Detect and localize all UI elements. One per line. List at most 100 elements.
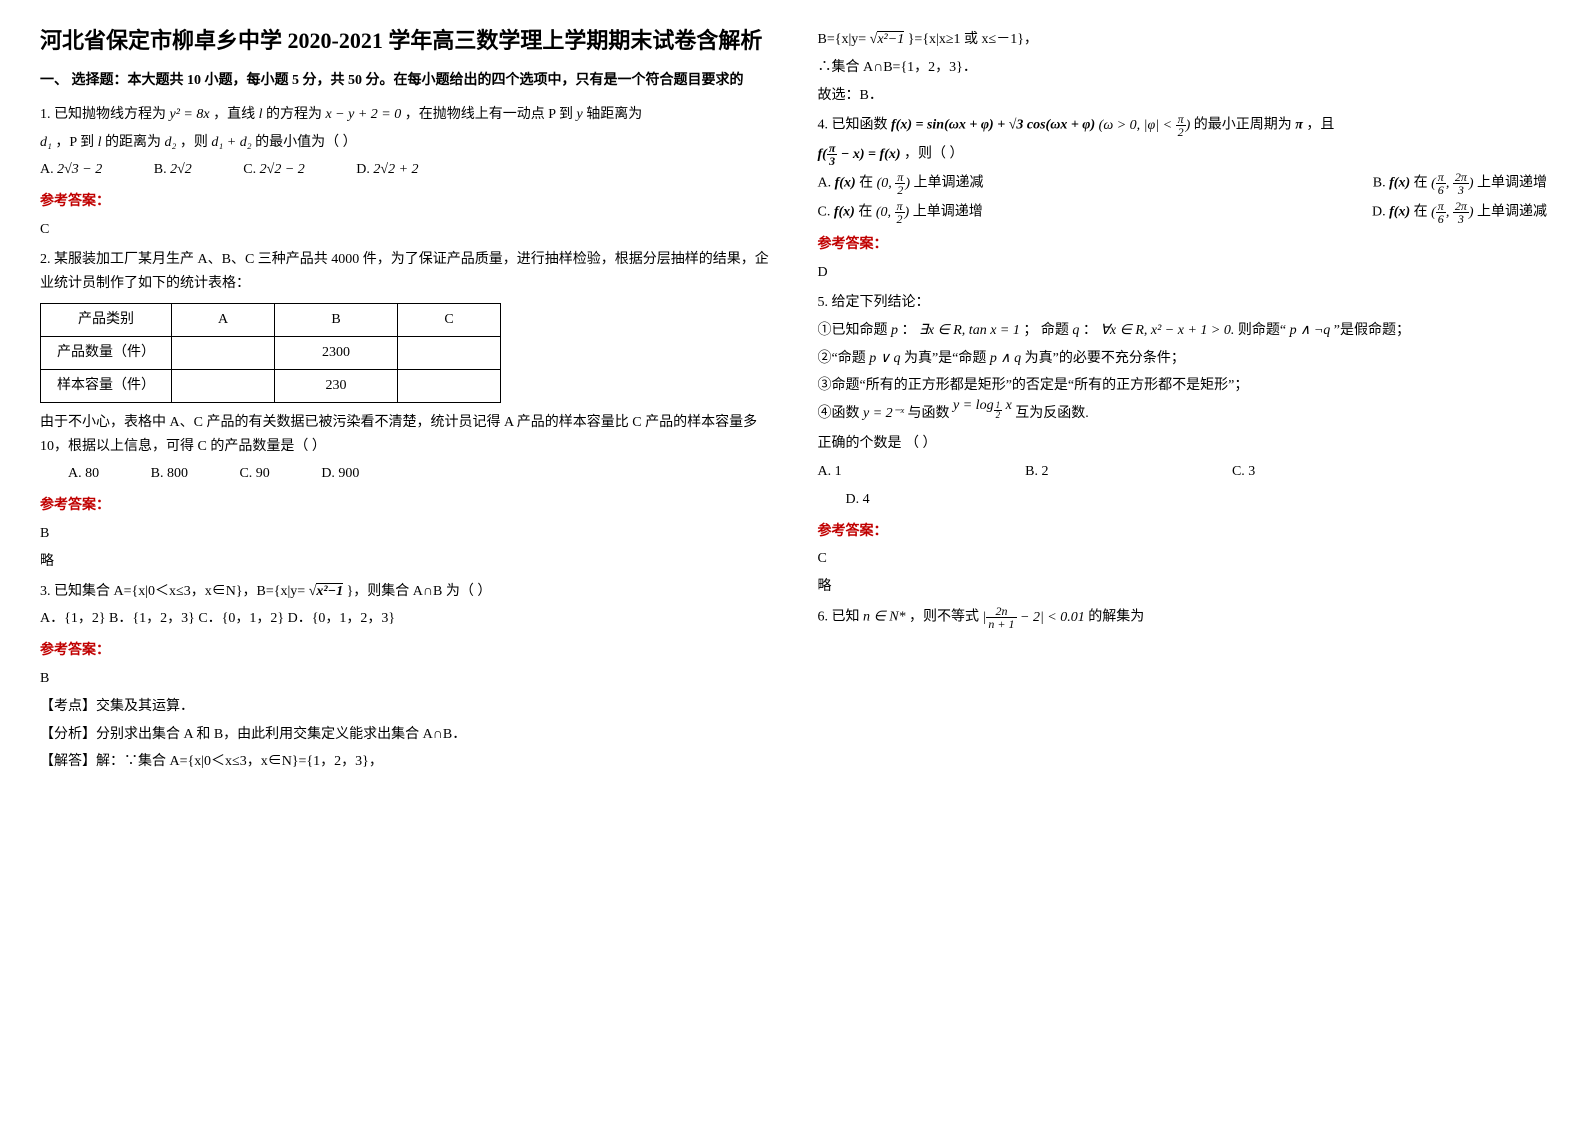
t-r1c1: 产品数量（件） <box>41 337 172 370</box>
q2-D: D. 900 <box>321 462 359 486</box>
q3-l1root: √x²−1 <box>870 31 905 47</box>
left-column: 河北省保定市柳卓乡中学 2020-2021 学年高三数学理上学期期末试卷含解析 … <box>40 24 770 780</box>
q1-B-label: B. <box>154 162 167 177</box>
q4-ans: D <box>818 261 1548 285</box>
q5s4a: ④函数 <box>818 406 860 421</box>
q2-ans: B <box>40 522 770 546</box>
q5s1a: ①已知命题 <box>818 323 888 338</box>
q5-ans-label: 参考答案： <box>818 520 1548 544</box>
q2-stem: 2. 某服装加工厂某月生产 A、B、C 三种产品共 4000 件，为了保证产品质… <box>40 248 770 296</box>
q4D-l: D. <box>1372 205 1386 220</box>
q2-ans-label: 参考答案： <box>40 494 770 518</box>
question-6: 6. 已知 n ∈ N* ，则不等式 |2nn + 1 − 2| < 0.01 … <box>818 605 1548 630</box>
q3-root: √x²−1 <box>309 583 343 599</box>
q1-sum: d₁ + d₂ <box>211 135 251 150</box>
q4B-int: (π6, 2π3) <box>1431 176 1473 191</box>
q1-l: l <box>259 107 263 122</box>
q4-d: ，则（ ） <box>904 147 964 162</box>
q1-stem-h: ，则 <box>180 135 208 150</box>
q4-c: ，且 <box>1306 118 1334 133</box>
q5s2pvq: p ∨ q <box>869 351 900 366</box>
question-5: 5. 给定下列结论： ①已知命题 p ： ∃x ∈ R, tan x = 1 ；… <box>818 291 1548 599</box>
q3-tag2: 【分析】分别求出集合 A 和 B，由此利用交集定义能求出集合 A∩B． <box>40 723 770 747</box>
question-3-cont: B={x|y= √x²−1 }={x|x≥1 或 x≤－1}， ∴集合 A∩B=… <box>818 28 1548 107</box>
q6c: 的解集为 <box>1088 610 1144 625</box>
q5s2b: 为真”是“命题 <box>904 351 986 366</box>
t-r2c4 <box>398 369 501 402</box>
q3-stem-b: }，则集合 A∩B 为（ ） <box>347 584 492 599</box>
q5s1eq2: ∀x ∈ R, x² − x + 1 > 0. <box>1100 323 1234 338</box>
q4A-fx: f(x) <box>835 176 856 191</box>
q4-pi: π <box>1295 118 1303 133</box>
q5s1f: ”是假命题； <box>1334 323 1410 338</box>
q5s1e: 则命题“ <box>1238 323 1286 338</box>
q5-stem: 5. 给定下列结论： <box>818 291 1548 315</box>
t-r1c3: 2300 <box>275 337 398 370</box>
q5s2paq: p ∧ q <box>990 351 1021 366</box>
q4A-int: (0, π2) <box>877 176 910 191</box>
t-r2c2 <box>172 369 275 402</box>
q1-stem-f: ，P 到 <box>55 135 94 150</box>
q4-b: 的最小正周期为 <box>1194 118 1292 133</box>
t-h1: 产品类别 <box>41 304 172 337</box>
q5D: D. 4 <box>846 492 870 507</box>
q6-ineq: |2nn + 1 − 2| < 0.01 <box>983 610 1089 625</box>
t-r2c1: 样本容量（件） <box>41 369 172 402</box>
q3-ans-label: 参考答案： <box>40 639 770 663</box>
question-4: 4. 已知函数 f(x) = sin(ωx + φ) + √3 cos(ωx +… <box>818 113 1548 285</box>
q4A-e: 上单调递减 <box>913 176 983 191</box>
q5s2c: 为真”的必要不充分条件； <box>1025 351 1185 366</box>
q4D-e: 上单调递减 <box>1477 205 1547 220</box>
q4B-in: 在 <box>1414 176 1428 191</box>
q1-d1: d₁ <box>40 135 52 150</box>
q4-a: 4. 已知函数 <box>818 118 888 133</box>
q4B-e: 上单调递增 <box>1477 176 1547 191</box>
q4D-int: (π6, 2π3) <box>1431 205 1473 220</box>
q2-B: B. 800 <box>151 462 188 486</box>
q1-stem-c: 的方程为 <box>266 107 322 122</box>
q1-ans-label: 参考答案： <box>40 190 770 214</box>
q5s1c: ； 命题 <box>1023 323 1069 338</box>
q1-stem-b: ，直线 <box>213 107 255 122</box>
q3-opts: A．{1，2} B．{1，2，3} C．{0，1，2} D．{0，1，2，3} <box>40 607 770 631</box>
q1-stem-i: 的最小值为（ ） <box>255 135 357 150</box>
q1-A: 2√3 − 2 <box>57 162 102 177</box>
t-h4: C <box>398 304 501 337</box>
question-1: 1. 已知抛物线方程为 y² = 8x ，直线 l 的方程为 x − y + 2… <box>40 103 770 242</box>
q4B-l: B. <box>1373 176 1386 191</box>
q3-l1b: }={x|x≥1 或 x≤－1}， <box>908 32 1038 47</box>
right-column: B={x|y= √x²−1 }={x|x≥1 或 x≤－1}， ∴集合 A∩B=… <box>818 24 1548 780</box>
q3-ans: B <box>40 667 770 691</box>
q1-stem-d: ，在抛物线上有一动点 P 到 <box>405 107 573 122</box>
q5s1d: ： <box>1083 323 1097 338</box>
q4C-in: 在 <box>858 205 872 220</box>
question-3: 3. 已知集合 A={x|0＜x≤3，x∈N}，B={x|y= √x²−1 }，… <box>40 580 770 775</box>
doc-title: 河北省保定市柳卓乡中学 2020-2021 学年高三数学理上学期期末试卷含解析 <box>40 24 770 57</box>
q5C: C. 3 <box>1232 460 1255 484</box>
q5s1p: p <box>891 323 898 338</box>
q1-C-label: C. <box>243 162 256 177</box>
q1-C: 2√2 − 2 <box>260 162 305 177</box>
q6b: ，则不等式 <box>909 610 979 625</box>
t-h2: A <box>172 304 275 337</box>
q1-stem-a: 1. 已知抛物线方程为 <box>40 107 166 122</box>
q4-cond: (ω > 0, |φ| < π2) <box>1099 118 1194 133</box>
q1-B: 2√2 <box>170 162 192 177</box>
q4D-fx: f(x) <box>1389 205 1410 220</box>
q2-A: A. 80 <box>68 462 99 486</box>
q5-note: 略 <box>818 575 1548 599</box>
section-1-head: 一、 选择题：本大题共 10 小题，每小题 5 分，共 50 分。在每小题给出的… <box>40 69 770 93</box>
q3-tag3: 【解答】解：∵集合 A={x|0＜x≤3，x∈N}={1，2，3}， <box>40 750 770 774</box>
q1-ans: C <box>40 218 770 242</box>
q2-table: 产品类别 A B C 产品数量（件） 2300 样本容量（件） 230 <box>40 303 501 402</box>
q6a: 6. 已知 <box>818 610 860 625</box>
t-r2c3: 230 <box>275 369 398 402</box>
q1-D: 2√2 + 2 <box>373 162 418 177</box>
q1-y: y <box>577 107 583 122</box>
q4C-int: (0, π2) <box>876 205 909 220</box>
q3-stem-a: 3. 已知集合 A={x|0＜x≤3，x∈N}，B={x|y= <box>40 584 305 599</box>
q5A: A. 1 <box>818 460 842 484</box>
q5s3: ③命题“所有的正方形都是矩形”的否定是“所有的正方形都不是矩形”； <box>818 374 1548 398</box>
q4B-fx: f(x) <box>1389 176 1410 191</box>
q5s1eq1: ∃x ∈ R, tan x = 1 <box>919 323 1020 338</box>
